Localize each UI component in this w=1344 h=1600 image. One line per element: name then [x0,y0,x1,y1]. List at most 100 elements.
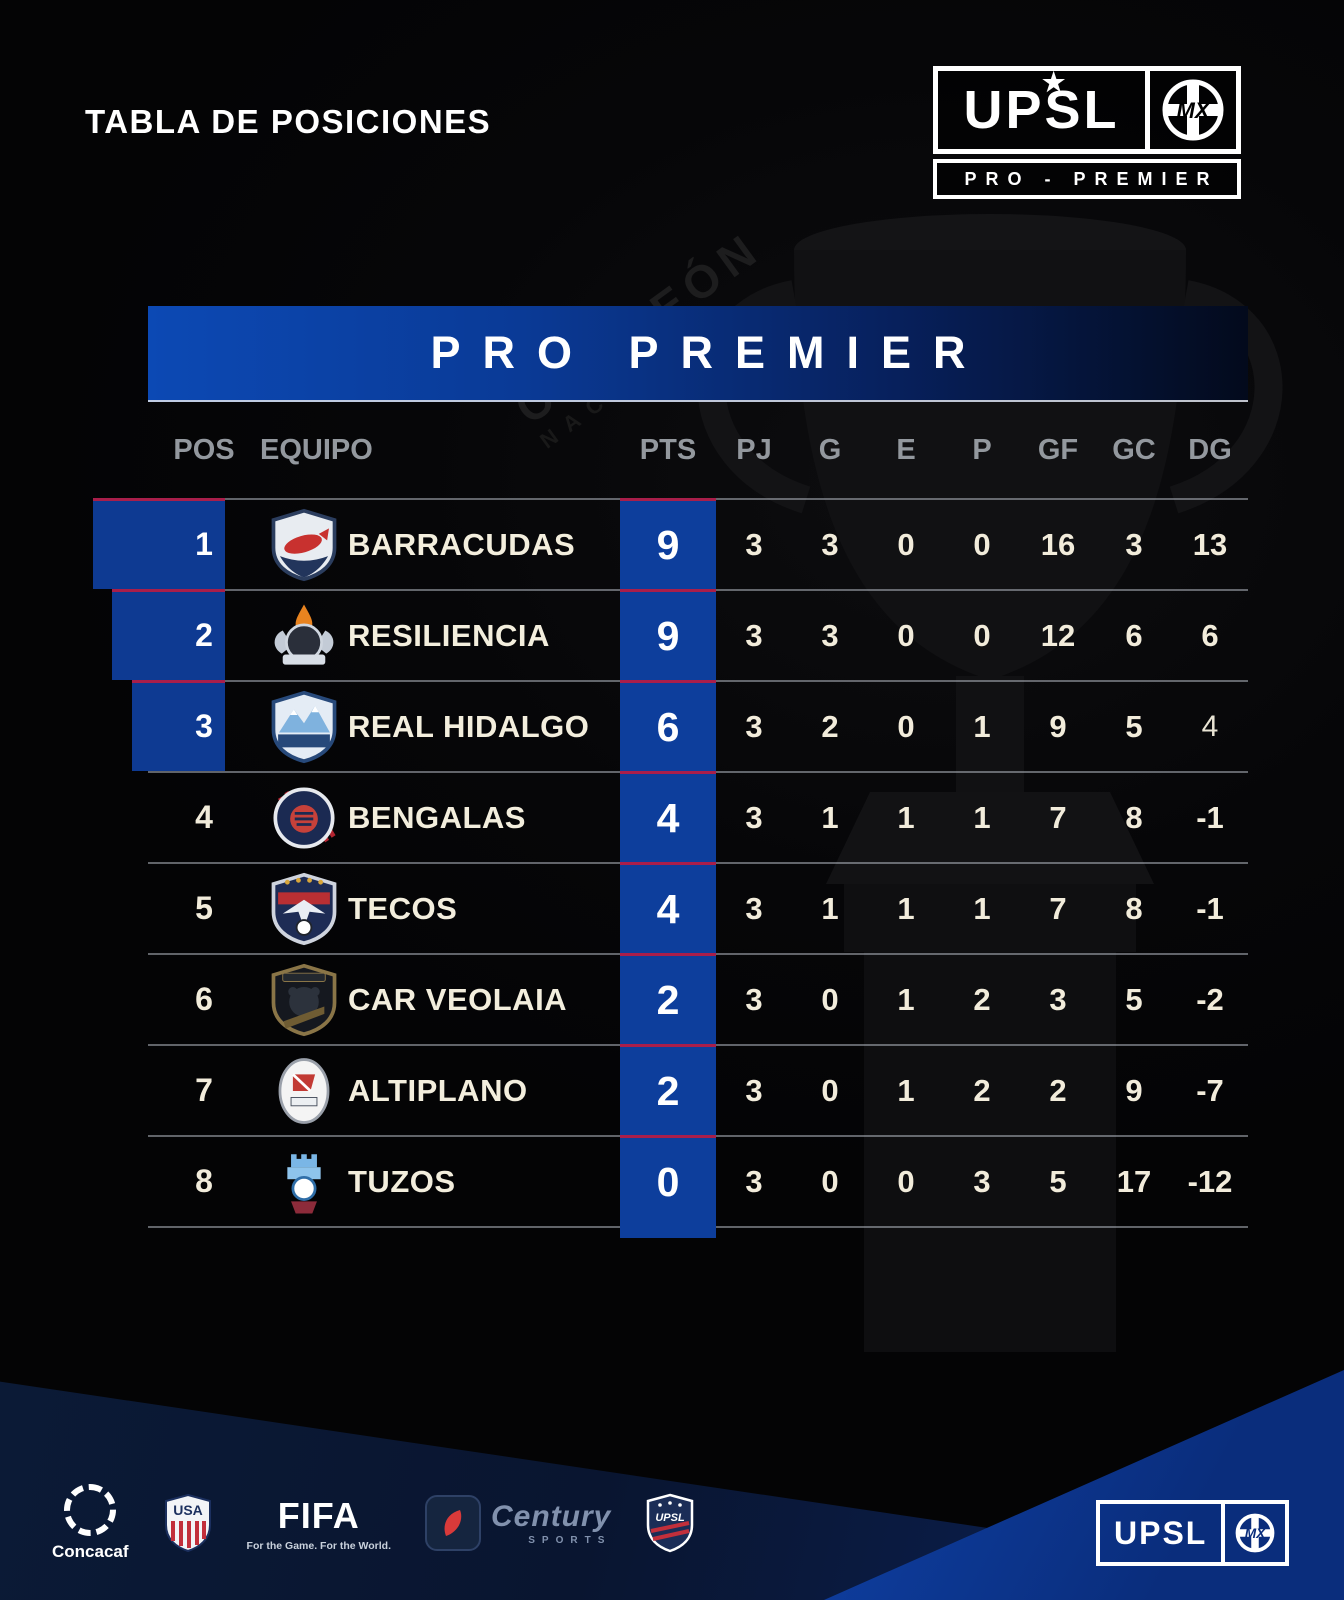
column-header-gc: GC [1112,433,1156,466]
table-row-altiplano: 7 ALTIPLANO 2 3 0 1 2 2 9 -7 [148,1044,1248,1135]
stat-dg: 6 [1201,617,1219,653]
stat-dg: -1 [1196,799,1224,835]
column-header-e: E [896,433,916,466]
standings-table: PRO PREMIER POS EQUIPO PTS PJ G E P GF GC DG 1 BA… [93,306,1248,1238]
stat-e: 1 [897,799,915,835]
tiger-circle-team-badge [266,780,342,856]
stat-pj: 3 [745,526,763,562]
column-header-equipo: EQUIPO [260,433,373,466]
table-row-barracudas: 1 BARRACUDAS 9 3 3 0 0 16 3 13 [93,498,1248,589]
column-header-pj: PJ [736,433,772,466]
table-title-bar: PRO PREMIER [148,306,1248,402]
team-name: BARRACUDAS [348,526,576,562]
castle-crest-team-badge [266,1144,342,1220]
fifa-logo: FIFA For the Game. For the World. [246,1494,392,1552]
concacaf-ring-icon [64,1484,117,1536]
pts-cell: 4 [620,862,716,953]
stat-dg: 4 [1201,709,1219,743]
svg-text:USA: USA [173,1502,203,1518]
pos-cell: 1 [195,526,213,562]
stat-pj: 3 [745,708,763,744]
column-header-g: G [818,433,842,466]
position-highlight-box [112,589,225,680]
stat-e: 0 [897,708,915,744]
svg-text:MX: MX [1245,1526,1266,1541]
column-header-gf: GF [1037,433,1079,466]
logo-divider [1145,71,1150,149]
column-header-dg: DG [1188,433,1232,466]
stat-gc: 5 [1125,981,1143,1017]
stat-p: 1 [973,708,991,744]
stat-p: 1 [973,799,991,835]
stat-p: 2 [973,1072,991,1108]
pts-cell: 0 [620,1135,716,1238]
svg-text:MX: MX [1177,98,1211,123]
upsl-crest-logo: UPSL [645,1493,695,1553]
stat-p: 0 [973,526,991,562]
position-highlight-box [93,498,225,589]
mx-circle-icon: MX [1150,71,1236,149]
stat-e: 1 [897,890,915,926]
stat-e: 0 [897,526,915,562]
stat-e: 1 [897,981,915,1017]
stat-pj: 3 [745,617,763,653]
pts-cell: 9 [620,498,716,589]
team-name: BENGALAS [348,799,526,835]
stat-p: 3 [973,1163,991,1199]
pos-cell: 4 [195,799,213,835]
table-title: PRO PREMIER [430,327,988,378]
pts-cell: 2 [620,1044,716,1135]
stat-pj: 3 [745,981,763,1017]
pos-cell: 2 [195,617,213,653]
page-title: TABLA DE POSICIONES [85,103,492,140]
flag-oval-team-badge [266,1053,342,1129]
pts-cell: 9 [620,589,716,680]
table-row-real-hidalgo: 3 REAL HIDALGO 6 3 2 0 1 9 5 4 [132,680,1248,771]
concacaf-logo: Concacaf [52,1484,129,1562]
century-sports-logo: Century SPORTS [425,1495,611,1551]
column-header-row: POS EQUIPO PTS PJ G E P GF GC DG [148,402,1248,498]
stat-p: 1 [973,890,991,926]
stat-e: 1 [897,1072,915,1108]
stat-gf: 2 [1049,1072,1067,1108]
bear-shield-team-badge [266,962,342,1038]
column-header-pts: PTS [639,433,697,466]
team-name: CAR VEOLAIA [348,981,568,1017]
flame-wings-team-badge [266,598,342,674]
stat-gf: 5 [1049,1163,1067,1199]
table-row-car-veolaia: 6 CAR VEOLAIA 2 3 0 1 2 3 5 -2 [148,953,1248,1044]
stat-g: 0 [821,981,839,1017]
pos-cell: 7 [195,1072,213,1108]
table-row-tecos: 5 TECOS 4 3 1 1 1 7 8 -1 [148,862,1248,953]
table-row-bengalas: 4 BENGALAS 4 3 1 1 1 7 8 -1 [148,771,1248,862]
stat-p: 2 [973,981,991,1017]
position-highlight-box [132,680,225,771]
team-name: ALTIPLANO [348,1072,528,1108]
stat-dg: -1 [1196,890,1224,926]
usa-soccer-logo: USA [163,1493,213,1553]
stat-gf: 16 [1040,526,1076,562]
stat-g: 2 [821,708,839,744]
team-name: RESILIENCIA [348,617,550,653]
stat-pj: 3 [745,799,763,835]
stat-gc: 9 [1125,1072,1143,1108]
upsl-wordmark: UPSL ★ [963,67,1120,140]
team-name: TUZOS [348,1163,456,1199]
stat-gc: 5 [1125,708,1143,744]
pts-cell: 2 [620,953,716,1044]
pos-cell: 5 [195,890,213,926]
pts-cell: 6 [620,680,716,771]
stat-pj: 3 [745,1163,763,1199]
pro-premier-strip: PRO - PREMIER [933,159,1241,199]
upsl-logo-box: UPSL ★ MX [933,66,1241,154]
stat-gc: 17 [1116,1163,1152,1199]
stat-dg: -12 [1187,1163,1233,1199]
stat-gc: 6 [1125,617,1143,653]
stat-g: 1 [821,890,839,926]
column-header-pos: POS [173,433,235,466]
stat-g: 3 [821,526,839,562]
stat-gf: 3 [1049,981,1067,1017]
stat-gf: 9 [1049,708,1067,744]
eagle-shield-team-badge [266,871,342,947]
column-header-p: P [972,433,992,466]
